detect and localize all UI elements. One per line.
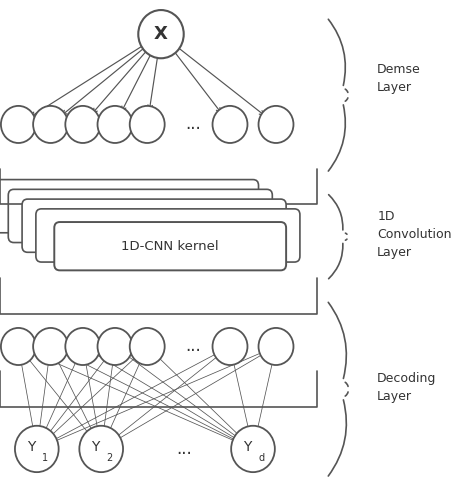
Circle shape	[33, 106, 68, 143]
Text: ...: ...	[185, 116, 201, 133]
Circle shape	[212, 328, 247, 365]
Text: Y: Y	[27, 440, 35, 453]
Circle shape	[138, 10, 183, 58]
FancyBboxPatch shape	[54, 222, 285, 270]
Circle shape	[33, 328, 68, 365]
Text: Y: Y	[91, 440, 100, 453]
Circle shape	[79, 426, 123, 472]
Circle shape	[97, 106, 132, 143]
Circle shape	[1, 328, 36, 365]
Circle shape	[231, 426, 274, 472]
Circle shape	[65, 328, 100, 365]
Text: 1D
Convolution
Layer: 1D Convolution Layer	[376, 210, 451, 259]
Text: d: d	[257, 453, 264, 463]
Circle shape	[97, 328, 132, 365]
Circle shape	[212, 106, 247, 143]
Circle shape	[65, 106, 100, 143]
FancyBboxPatch shape	[0, 180, 258, 233]
Text: 1: 1	[42, 453, 48, 463]
Text: Y: Y	[243, 440, 251, 453]
FancyBboxPatch shape	[36, 209, 299, 262]
FancyBboxPatch shape	[22, 199, 285, 252]
Circle shape	[15, 426, 59, 472]
Text: 1D-CNN kernel: 1D-CNN kernel	[121, 240, 218, 253]
Circle shape	[258, 328, 293, 365]
Circle shape	[1, 106, 36, 143]
Text: ...: ...	[176, 440, 191, 458]
Text: Decoding
Layer: Decoding Layer	[376, 372, 436, 404]
Circle shape	[129, 328, 164, 365]
Text: Demse
Layer: Demse Layer	[376, 62, 420, 94]
Text: ...: ...	[185, 338, 201, 355]
Text: X: X	[154, 25, 168, 43]
Text: 2: 2	[106, 453, 112, 463]
Circle shape	[129, 106, 164, 143]
FancyBboxPatch shape	[8, 189, 272, 243]
Circle shape	[258, 106, 293, 143]
